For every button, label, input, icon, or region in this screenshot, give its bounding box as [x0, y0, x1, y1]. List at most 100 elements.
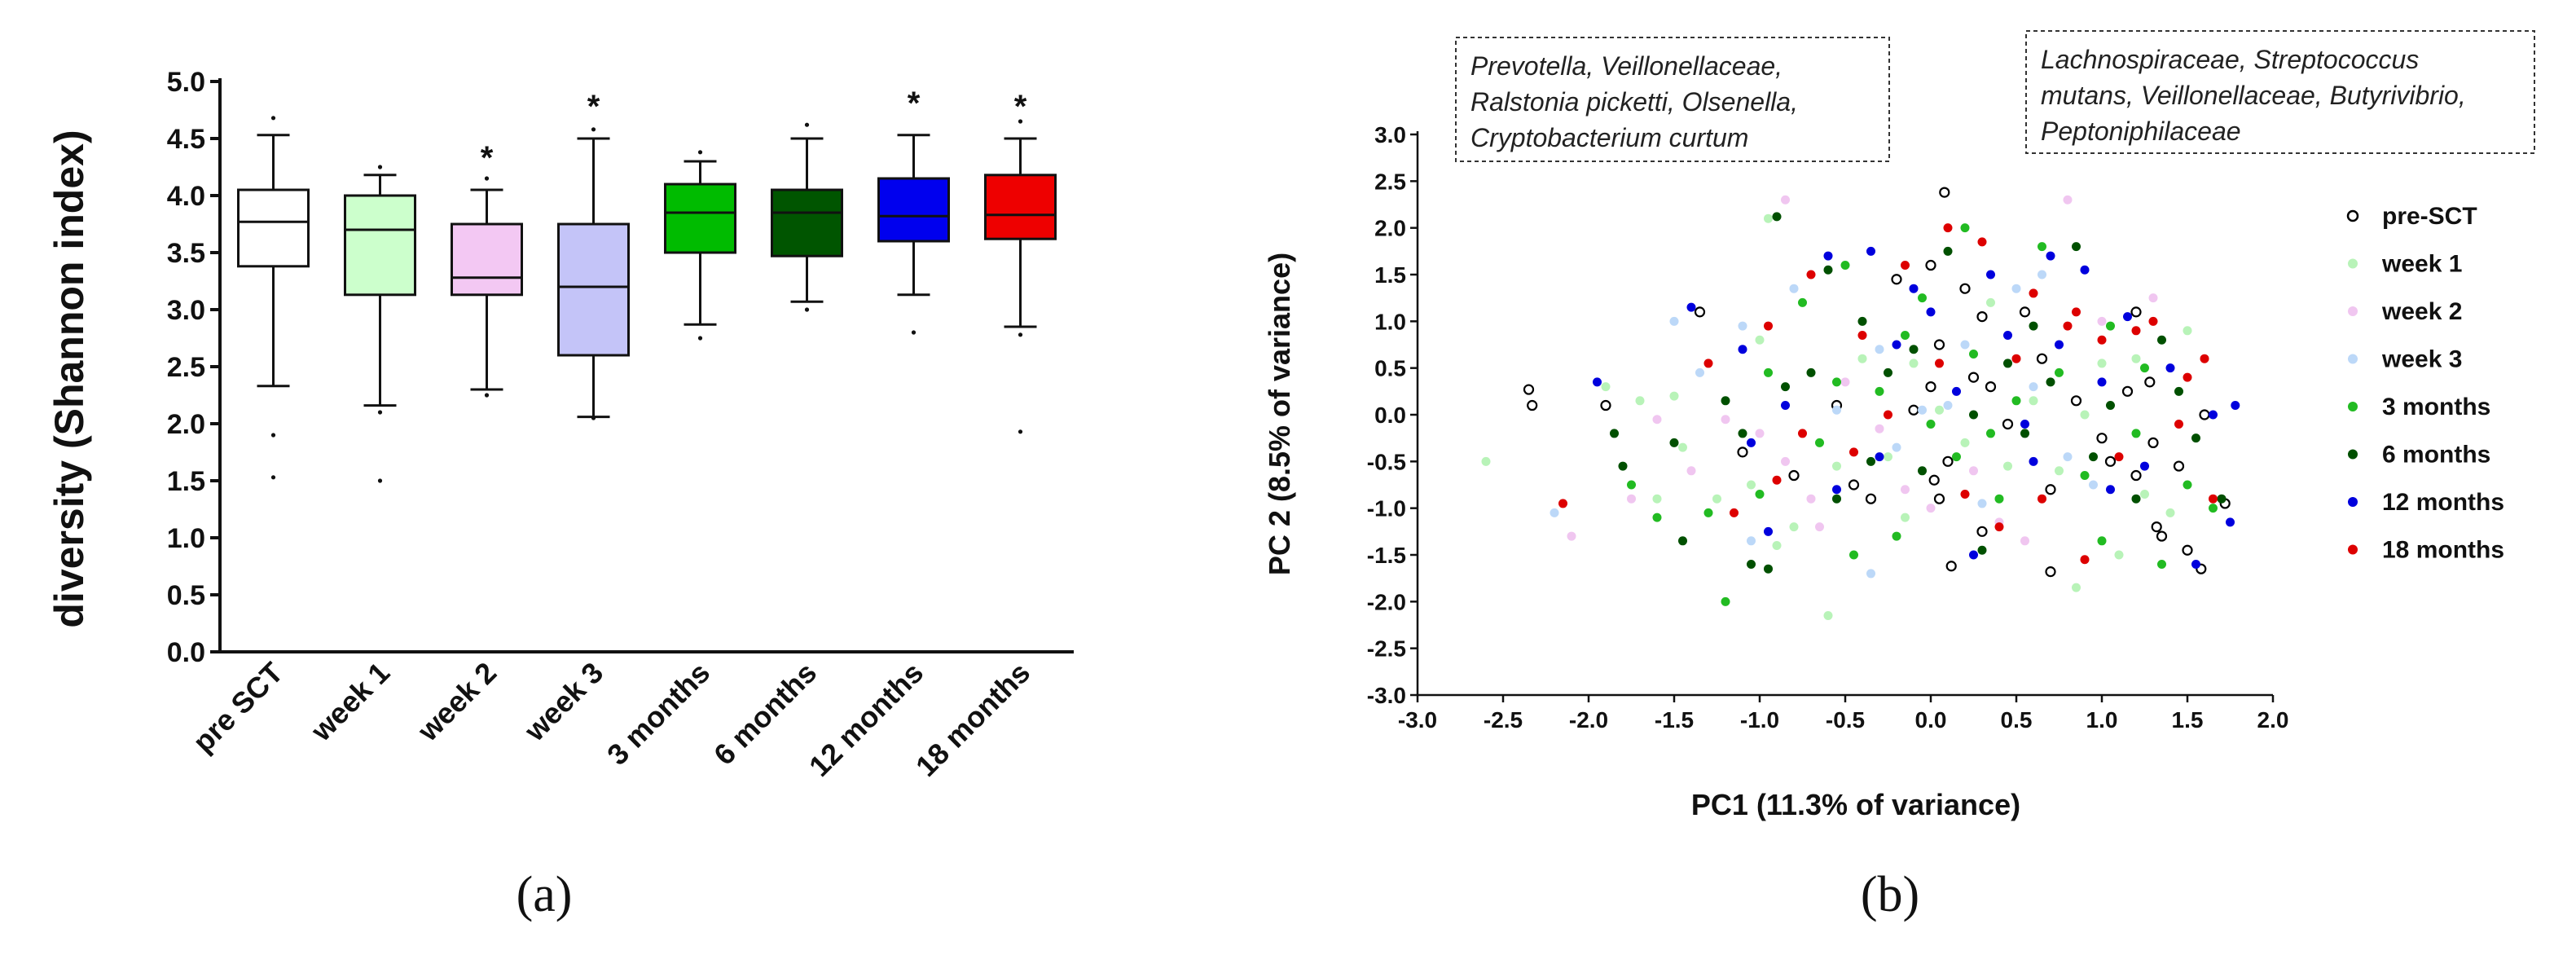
point [1928, 474, 1940, 486]
point [1960, 489, 1970, 499]
point [1901, 485, 1910, 495]
panel-b-x-tick-label: 0.0 [1915, 707, 1947, 733]
point [2130, 306, 2142, 318]
point [1686, 302, 1696, 312]
point [2020, 419, 2029, 429]
point [2165, 508, 2175, 517]
point [1593, 377, 1602, 387]
point [2003, 359, 2012, 368]
panel-b-y-tick-label: 0.0 [1374, 403, 1406, 428]
outlier-point [804, 307, 810, 312]
point [2148, 316, 2158, 326]
point [2055, 466, 2064, 476]
point [1952, 452, 1961, 462]
panel-b-y-tick-label: -3.0 [1367, 683, 1406, 708]
point [2029, 396, 2038, 406]
point [2140, 461, 2149, 471]
panel-b-x-tick-label: -0.5 [1826, 707, 1865, 733]
point [2183, 480, 2192, 490]
point [1600, 399, 1611, 411]
point [2217, 494, 2227, 504]
outlier-point [1018, 119, 1023, 124]
point [1969, 550, 1978, 560]
x-tick-label-week-2: week 2 [411, 656, 503, 748]
point [1986, 429, 1995, 438]
legend-label: 3 months [2382, 394, 2490, 420]
outlier-point [377, 410, 383, 415]
point [2029, 321, 2038, 331]
point [1909, 359, 1919, 368]
point [2140, 363, 2149, 373]
point [1933, 493, 1945, 504]
point [1865, 493, 1877, 504]
series-12-months [1593, 246, 2240, 569]
annotation-right-line-2: mutans, Veillonellaceae, Butyrivibrio, [2041, 81, 2466, 110]
point [1823, 265, 1833, 275]
point [1764, 367, 1773, 377]
significance-marker: * [481, 140, 494, 176]
point [1721, 396, 1730, 406]
point [1952, 386, 1961, 396]
legend-item-12-months: 12 months [2348, 489, 2504, 516]
panel-b-y-tick-label: -1.0 [1367, 496, 1406, 521]
point [1721, 596, 1730, 606]
point [1959, 283, 1971, 294]
panel-b-x-tick-label: 1.0 [2086, 707, 2118, 733]
annotation-box-left: Prevotella, Veillonellaceae, Ralstonia p… [1455, 37, 1890, 162]
point [2055, 367, 2064, 377]
point [1943, 246, 1953, 256]
box-pre-sct [237, 116, 310, 480]
point [1884, 452, 1892, 462]
point [2165, 363, 2175, 373]
point [2080, 555, 2090, 565]
legend-marker [2348, 354, 2358, 364]
panel-b-points [1481, 187, 2240, 621]
iqr-box [664, 183, 736, 254]
point [1875, 424, 1884, 433]
point [1618, 461, 1628, 471]
point [2029, 288, 2038, 298]
point [1909, 284, 1919, 293]
point [2029, 382, 2038, 392]
point [2114, 452, 2124, 462]
point [2072, 242, 2081, 252]
x-tick-label-pre-sct: pre SCT [187, 656, 290, 759]
point [1943, 223, 1953, 233]
point [1935, 359, 1944, 368]
point [1747, 480, 1756, 490]
point [2072, 307, 2081, 317]
legend-item-week-2: week 2 [2348, 298, 2462, 325]
outlier-point [1018, 429, 1023, 434]
point [1686, 466, 1696, 476]
annotation-left-line-3: Cryptobacterium curtum [1470, 123, 1748, 152]
point [1875, 345, 1884, 354]
legend-label: pre-SCT [2382, 203, 2477, 230]
box-week-2: * [451, 140, 523, 398]
panel-b-y-tick-label: -2.5 [1367, 636, 1406, 662]
point [1788, 469, 1800, 482]
legend-label: week 2 [2381, 298, 2462, 325]
point [1866, 456, 1875, 466]
legend-marker [2348, 544, 2358, 555]
panel-b-y-tick-label: 3.0 [1374, 122, 1406, 147]
point [1730, 508, 1739, 517]
point [1652, 415, 1662, 425]
panel-b-x-tick-label: -2.5 [1484, 707, 1523, 733]
point [1901, 513, 1910, 522]
point [1943, 401, 1953, 411]
point [2046, 377, 2055, 387]
point [1840, 377, 1850, 387]
point [1857, 354, 1867, 363]
point [1806, 367, 1816, 377]
point [2038, 270, 2046, 279]
point [1866, 569, 1875, 579]
point [1772, 212, 1782, 222]
point [2200, 354, 2209, 363]
series-18-months [1558, 223, 2218, 565]
point [2157, 335, 2166, 345]
legend-label: 12 months [2382, 489, 2504, 516]
iqr-box [237, 188, 310, 268]
outlier-point [591, 416, 596, 420]
x-tick-label-3-months: 3 months [600, 656, 716, 772]
point [2199, 409, 2210, 420]
